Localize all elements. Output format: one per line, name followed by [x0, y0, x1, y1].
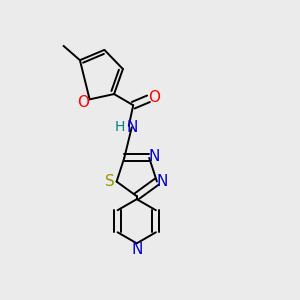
Text: N: N [131, 242, 142, 257]
Text: N: N [126, 120, 137, 135]
Text: O: O [77, 95, 89, 110]
Text: N: N [149, 149, 160, 164]
Text: S: S [105, 174, 115, 189]
Text: O: O [148, 90, 160, 105]
Text: N: N [157, 174, 168, 189]
Text: H: H [115, 120, 125, 134]
